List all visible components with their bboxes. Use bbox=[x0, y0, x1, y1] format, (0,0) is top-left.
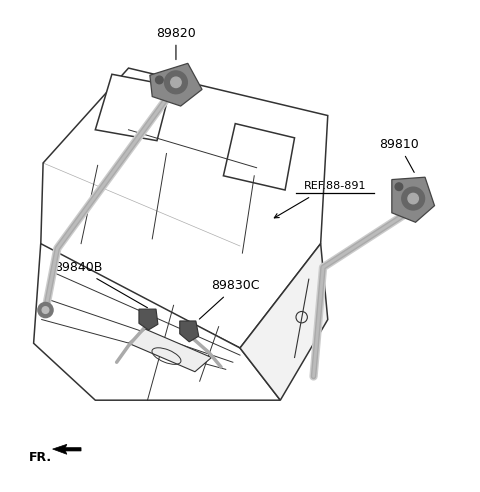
Text: 89810: 89810 bbox=[379, 138, 419, 172]
Circle shape bbox=[408, 193, 419, 204]
Circle shape bbox=[165, 71, 187, 93]
Polygon shape bbox=[150, 63, 202, 106]
Polygon shape bbox=[139, 309, 158, 330]
Polygon shape bbox=[34, 244, 280, 400]
Circle shape bbox=[156, 76, 163, 84]
Circle shape bbox=[42, 307, 49, 313]
Polygon shape bbox=[53, 444, 81, 454]
Text: REF.88-891: REF.88-891 bbox=[304, 182, 366, 191]
Text: FR.: FR. bbox=[29, 451, 52, 463]
Text: 89840B: 89840B bbox=[54, 261, 147, 308]
Polygon shape bbox=[129, 329, 212, 372]
Polygon shape bbox=[392, 177, 434, 222]
Circle shape bbox=[38, 303, 53, 318]
Polygon shape bbox=[96, 74, 171, 141]
Circle shape bbox=[402, 187, 424, 210]
Circle shape bbox=[171, 77, 181, 88]
Polygon shape bbox=[180, 321, 199, 342]
Text: 89820: 89820 bbox=[156, 27, 196, 60]
Polygon shape bbox=[223, 123, 295, 190]
Circle shape bbox=[395, 183, 403, 190]
Polygon shape bbox=[240, 244, 328, 400]
Text: 89830C: 89830C bbox=[199, 279, 260, 319]
Polygon shape bbox=[41, 68, 328, 348]
